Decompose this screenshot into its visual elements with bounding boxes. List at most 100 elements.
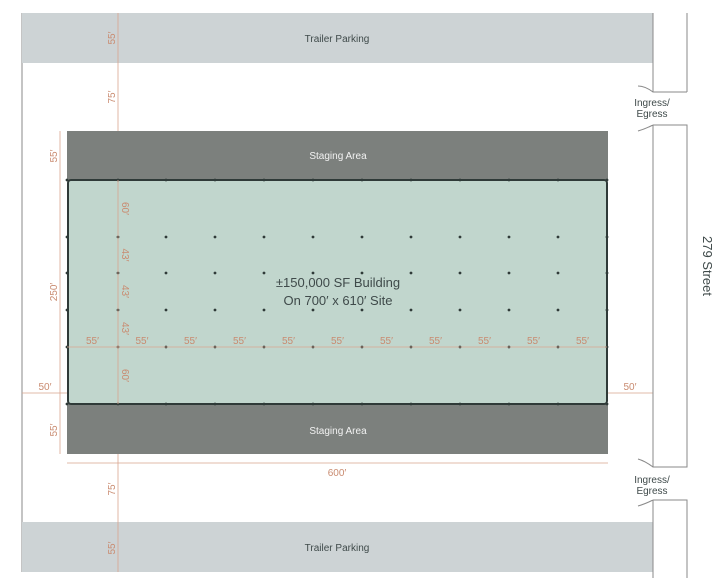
column-dot (360, 308, 364, 312)
column-dot (262, 235, 266, 239)
bay-column-dimension: 55′ (86, 336, 99, 347)
dim-staging-top: 55′ (49, 149, 60, 162)
bay-column-dimension: 55′ (136, 336, 149, 347)
column-dot (65, 178, 69, 182)
column-dot (507, 402, 511, 406)
bay-row-dimension: 43′ (119, 249, 130, 262)
trailer-parking-top (22, 13, 653, 63)
column-dot (262, 178, 266, 182)
dim-staging-bottom: 55′ (49, 423, 60, 436)
column-dot (360, 235, 364, 239)
bay-row-dimension: 43′ (119, 322, 130, 335)
bay-row-dimension: 60′ (119, 369, 130, 382)
trailer-parking-bottom (22, 522, 653, 572)
column-dot (213, 402, 217, 406)
column-dot (556, 235, 560, 239)
bay-column-dimensions: 55′ 55′ 55′ 55′ 55′ 55′ 55′ 55′ 55′ 55′ 55′ (86, 336, 589, 347)
bay-column-dimension: 55′ (331, 336, 344, 347)
column-dot (409, 308, 413, 312)
staging-area-top-label: Staging Area (309, 151, 367, 162)
column-dot (164, 178, 168, 182)
column-dot (360, 402, 364, 406)
ingress-top-line1: Ingress/ (634, 98, 670, 109)
column-dot (213, 235, 217, 239)
column-dot (458, 308, 462, 312)
column-dot (311, 178, 315, 182)
dim-building-width: 600′ (328, 468, 347, 479)
column-dot (458, 402, 462, 406)
column-dot (605, 178, 609, 182)
column-dot (458, 235, 462, 239)
column-dot (556, 178, 560, 182)
street-curb (637, 13, 688, 578)
column-dot (409, 402, 413, 406)
column-dot (311, 402, 315, 406)
dim-bottom-drive: 75′ (107, 482, 118, 495)
staging-area-top (67, 131, 608, 181)
column-dot (65, 308, 69, 312)
column-dot (507, 235, 511, 239)
column-dot (262, 402, 266, 406)
column-dot (605, 402, 609, 406)
ingress-bottom-line1: Ingress/ (634, 475, 670, 486)
bay-row-dimension: 43′ (119, 285, 130, 298)
bay-column-dimension: 55′ (429, 336, 442, 347)
column-dot (409, 271, 413, 275)
building-title: ±150,000 SF Building (276, 275, 400, 290)
dim-bottom-parking: 55′ (107, 541, 118, 554)
ingress-bottom-line2: Egress (636, 486, 667, 497)
building-footprint (67, 179, 608, 405)
bay-column-dimension: 55′ (576, 336, 589, 347)
bay-column-dimension: 55′ (233, 336, 246, 347)
dim-top-drive: 75′ (107, 90, 118, 103)
column-dot (65, 235, 69, 239)
column-dot (409, 235, 413, 239)
staging-area-bottom-label: Staging Area (309, 426, 367, 437)
column-dot (507, 271, 511, 275)
dimension-lines (22, 13, 653, 572)
column-dot (311, 271, 315, 275)
building-subtitle: On 700′ x 610′ Site (284, 293, 393, 308)
column-dot (458, 271, 462, 275)
bay-row-dimension: 60′ (119, 202, 130, 215)
column-dot (458, 178, 462, 182)
column-grid (65, 178, 609, 406)
trailer-parking-top-label: Trailer Parking (305, 34, 370, 45)
bay-column-dimension: 55′ (282, 336, 295, 347)
column-dot (262, 308, 266, 312)
bay-row-dimensions: 60′ 43′ 43′ 43′ 60′ (119, 202, 130, 382)
dim-setback-right: 50′ (624, 382, 637, 393)
column-dot (65, 271, 69, 275)
column-dot (605, 271, 609, 275)
column-dot (556, 271, 560, 275)
column-dot (213, 178, 217, 182)
column-dot (213, 271, 217, 275)
trailer-parking-bottom-label: Trailer Parking (305, 543, 370, 554)
ingress-top-line2: Egress (636, 109, 667, 120)
column-dot (164, 308, 168, 312)
staging-area-bottom (67, 404, 608, 454)
column-dot (360, 271, 364, 275)
bay-column-dimension: 55′ (527, 336, 540, 347)
column-dot (507, 178, 511, 182)
dim-building-depth: 250′ (49, 283, 60, 302)
column-dot (605, 235, 609, 239)
dim-setback-left: 50′ (39, 382, 52, 393)
column-dot (556, 402, 560, 406)
column-dot (164, 402, 168, 406)
street-name: 279 Street (700, 236, 715, 296)
dim-top-parking: 55′ (107, 31, 118, 44)
column-dot (409, 178, 413, 182)
column-dot (262, 271, 266, 275)
bay-column-dimension: 55′ (478, 336, 491, 347)
column-dot (605, 308, 609, 312)
column-dot (311, 235, 315, 239)
column-dot (556, 308, 560, 312)
column-dot (213, 308, 217, 312)
column-dot (65, 402, 69, 406)
column-dot (360, 178, 364, 182)
bay-column-dimension: 55′ (380, 336, 393, 347)
column-dot (507, 308, 511, 312)
column-dot (164, 235, 168, 239)
